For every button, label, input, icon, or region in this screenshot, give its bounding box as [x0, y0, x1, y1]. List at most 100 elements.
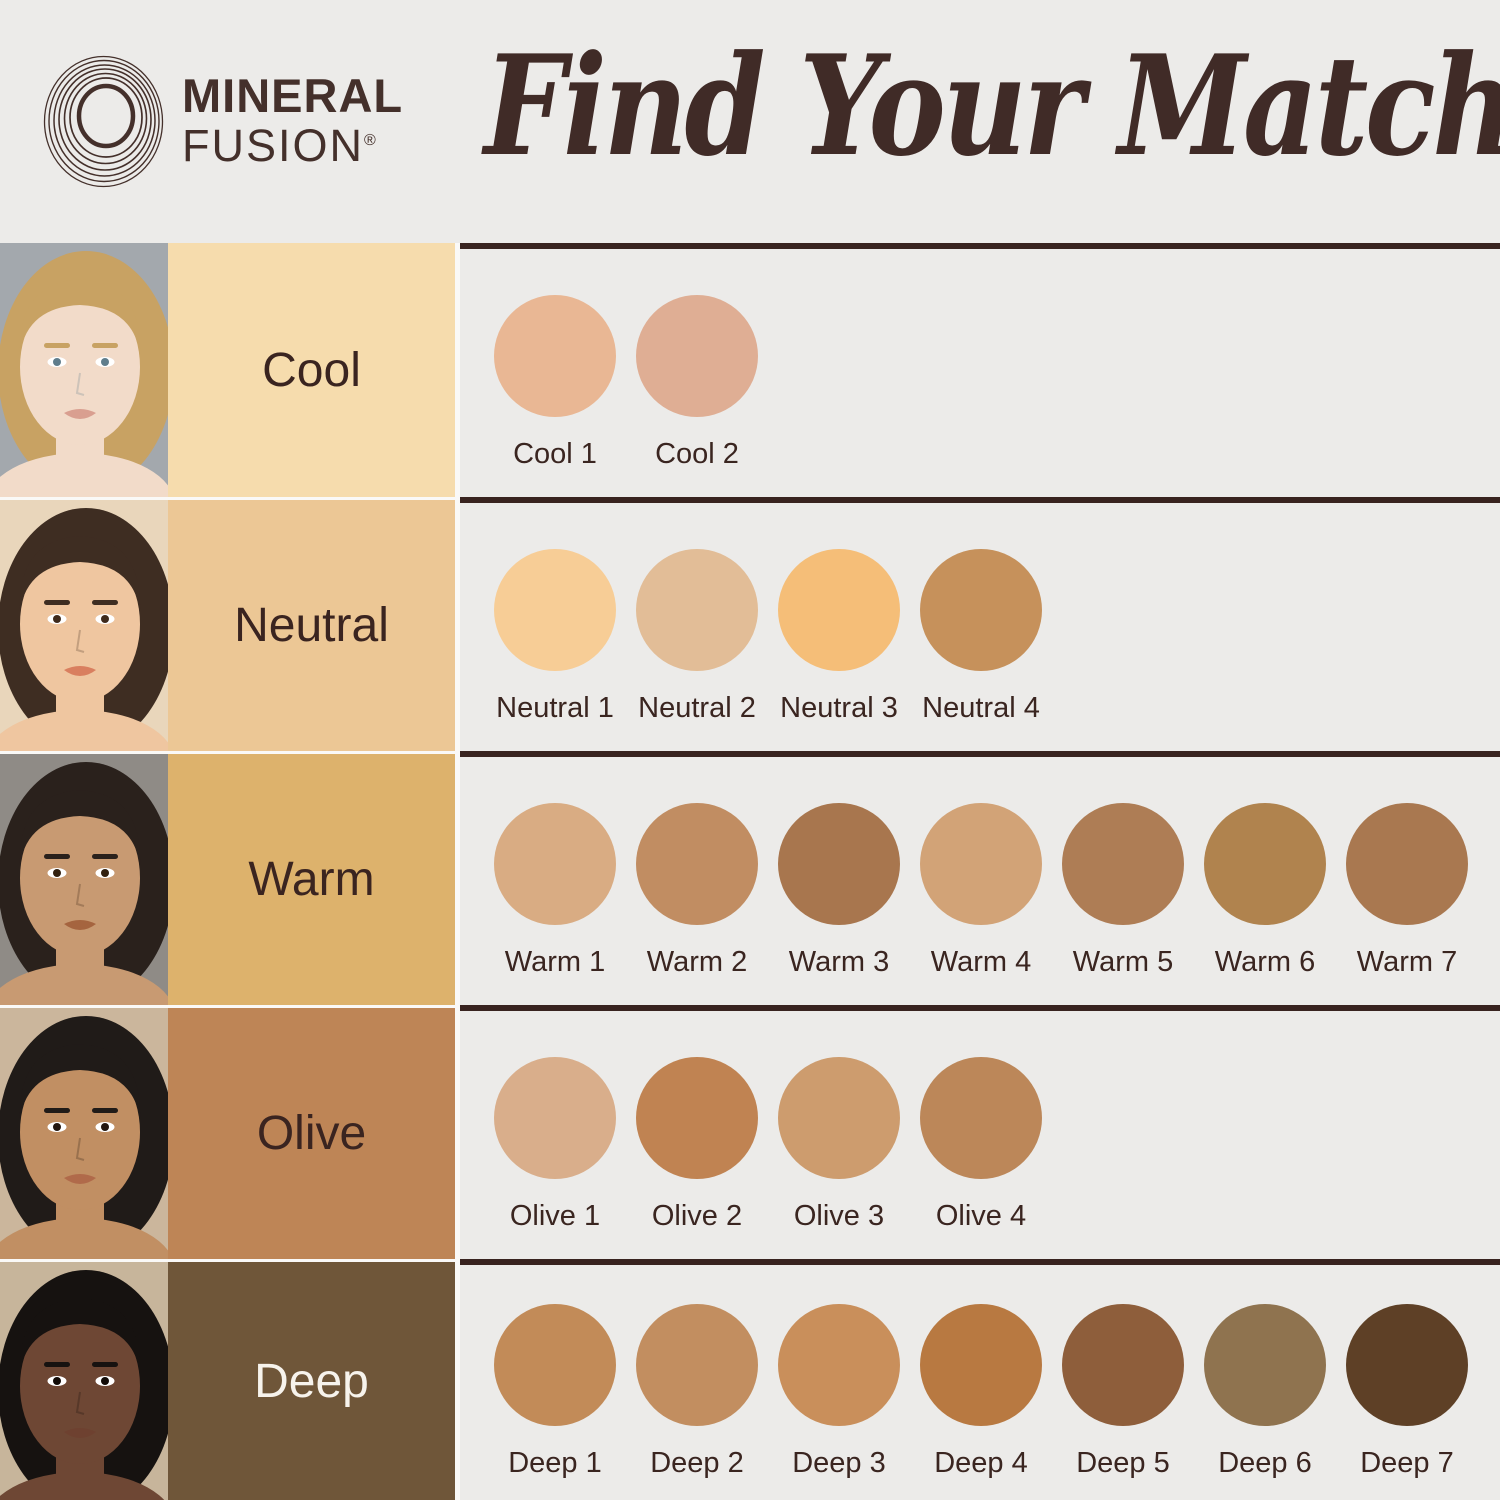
- shade-circle: [636, 549, 758, 671]
- shade-swatch: Olive 3: [768, 1057, 910, 1233]
- page-title: Find Your Match: [484, 24, 1500, 187]
- swatch-area-warm: Warm 1 Warm 2 Warm 3 Warm 4 Warm 5 Warm 6 Warm…: [460, 751, 1500, 1005]
- brand-wordmark: MINERAL FUSION®: [182, 72, 403, 168]
- shade-swatch: Neutral 2: [626, 549, 768, 725]
- face-photo-warm: [0, 751, 168, 1005]
- shade-name: Olive 3: [793, 1200, 885, 1232]
- category-label-text: Deep: [254, 1354, 369, 1408]
- shade-name: Deep 4: [934, 1447, 1028, 1479]
- category-label-text: Cool: [262, 343, 361, 397]
- shade-circle: [494, 549, 616, 671]
- shade-circle: [1346, 1304, 1468, 1426]
- shade-circle: [494, 295, 616, 417]
- row-olive: Olive Olive 1 Olive 2 Olive 3 Olive 4: [0, 1005, 1500, 1259]
- shade-name: Warm 5: [1072, 946, 1174, 978]
- shade-circle: [494, 1304, 616, 1426]
- shade-circle: [1204, 1304, 1326, 1426]
- shade-name: Olive 2: [651, 1200, 743, 1232]
- shade-name: Deep 3: [792, 1447, 886, 1479]
- shade-name: Cool 1: [513, 438, 597, 470]
- row-neutral: Neutral Neutral 1 Neutral 2 Neutral 3 Neutr…: [0, 497, 1500, 751]
- swatch-area-cool: Cool 1 Cool 2: [460, 243, 1500, 497]
- shade-circle: [636, 803, 758, 925]
- shade-swatch: Warm 1: [484, 803, 626, 979]
- shade-circle: [636, 1304, 758, 1426]
- shade-swatch: Warm 5: [1052, 803, 1194, 979]
- category-label-neutral: Neutral: [168, 497, 460, 751]
- concentric-rings-icon: [43, 55, 164, 188]
- shade-name: Neutral 3: [780, 692, 898, 724]
- shade-name: Deep 6: [1218, 1447, 1312, 1479]
- shade-name: Neutral 1: [496, 692, 614, 724]
- shade-swatch: Warm 6: [1194, 803, 1336, 979]
- swatch-area-deep: Deep 1 Deep 2 Deep 3 Deep 4 Deep 5 Deep 6 Deep…: [460, 1259, 1500, 1500]
- shade-circle: [778, 1057, 900, 1179]
- shade-swatch: Neutral 3: [768, 549, 910, 725]
- row-cool: Cool Cool 1 Cool 2: [0, 243, 1500, 497]
- shade-swatch: Olive 1: [484, 1057, 626, 1233]
- category-label-text: Warm: [248, 853, 375, 906]
- face-photo-olive: [0, 1005, 168, 1259]
- brand-name-line2: FUSION®: [182, 120, 378, 171]
- shade-swatch: Deep 3: [768, 1304, 910, 1480]
- shade-circle: [494, 803, 616, 925]
- swatch-area-neutral: Neutral 1 Neutral 2 Neutral 3 Neutral 4: [460, 497, 1500, 751]
- shade-name: Deep 1: [508, 1447, 602, 1479]
- shade-name: Deep 2: [650, 1447, 744, 1479]
- category-label-cool: Cool: [168, 243, 460, 497]
- category-label-olive: Olive: [168, 1005, 460, 1259]
- shade-circle: [920, 803, 1042, 925]
- shade-swatch: Olive 2: [626, 1057, 768, 1233]
- shade-name: Warm 7: [1356, 946, 1458, 978]
- face-illustration: [0, 500, 168, 751]
- shade-circle: [1204, 803, 1326, 925]
- category-label-text: Neutral: [234, 599, 389, 652]
- shade-swatch: Neutral 1: [484, 549, 626, 725]
- shade-swatch: Deep 6: [1194, 1304, 1336, 1480]
- row-warm: Warm Warm 1 Warm 2 Warm 3 Warm 4 Warm 5 Warm …: [0, 751, 1500, 1005]
- shade-name: Warm 4: [930, 946, 1032, 978]
- shade-name: Neutral 2: [638, 692, 756, 724]
- shade-swatch: Cool 1: [484, 295, 626, 471]
- shade-swatch: Deep 5: [1052, 1304, 1194, 1480]
- category-label-text: Olive: [256, 1107, 367, 1160]
- face-illustration: [0, 754, 168, 1005]
- shade-circle: [778, 803, 900, 925]
- row-deep: Deep Deep 1 Deep 2 Deep 3 Deep 4 Deep 5 Deep …: [0, 1259, 1500, 1500]
- shade-circle: [1062, 803, 1184, 925]
- shade-swatch: Deep 2: [626, 1304, 768, 1480]
- shade-circle: [494, 1057, 616, 1179]
- shade-name: Cool 2: [655, 438, 739, 470]
- shade-swatch: Cool 2: [626, 295, 768, 471]
- face-illustration: [0, 243, 168, 497]
- face-photo-neutral: [0, 497, 168, 751]
- brand-name-line1: MINERAL: [182, 69, 404, 122]
- shade-circle: [1346, 803, 1468, 925]
- shade-name: Deep 7: [1360, 1447, 1454, 1479]
- shade-circle: [1062, 1304, 1184, 1426]
- shade-name: Warm 2: [646, 946, 748, 978]
- shade-swatch: Deep 7: [1336, 1304, 1478, 1480]
- shade-circle: [778, 1304, 900, 1426]
- shade-name: Warm 1: [504, 946, 606, 978]
- swatch-area-olive: Olive 1 Olive 2 Olive 3 Olive 4: [460, 1005, 1500, 1259]
- shade-name: Olive 4: [935, 1200, 1027, 1232]
- face-photo-deep: [0, 1259, 168, 1500]
- shade-name: Warm 3: [788, 946, 890, 978]
- shade-circle: [920, 549, 1042, 671]
- category-label-warm: Warm: [168, 751, 460, 1005]
- shade-name: Deep 5: [1076, 1447, 1170, 1479]
- shade-circle: [778, 549, 900, 671]
- header: MINERAL FUSION® Find Your Match: [0, 0, 1500, 243]
- shade-name: Olive 1: [509, 1200, 601, 1232]
- shade-circle: [920, 1304, 1042, 1426]
- face-illustration: [0, 1262, 168, 1500]
- shade-circle: [636, 295, 758, 417]
- shade-name: Neutral 4: [922, 692, 1040, 724]
- shade-swatch: Warm 4: [910, 803, 1052, 979]
- shade-swatch: Warm 3: [768, 803, 910, 979]
- face-illustration: [0, 1008, 168, 1259]
- shade-swatch: Deep 4: [910, 1304, 1052, 1480]
- shade-swatch: Deep 1: [484, 1304, 626, 1480]
- shade-circle: [920, 1057, 1042, 1179]
